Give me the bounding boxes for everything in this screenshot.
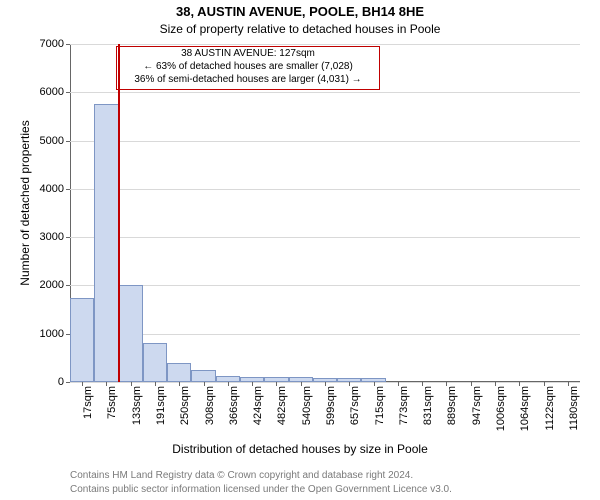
histogram-bar: [191, 370, 215, 382]
x-tick-label: 773sqm: [398, 382, 410, 425]
x-tick-label: 540sqm: [301, 382, 313, 425]
x-axis-label: Distribution of detached houses by size …: [0, 442, 600, 456]
x-tick-label: 1006sqm: [495, 382, 507, 431]
y-tick-label: 0: [58, 376, 70, 388]
property-marker-line: [118, 44, 120, 382]
annotation-line-3: 36% of semi-detached houses are larger (…: [117, 73, 379, 86]
gridline: [70, 141, 580, 142]
y-tick-label: 4000: [40, 183, 70, 195]
x-tick-label: 657sqm: [349, 382, 361, 425]
gridline: [70, 237, 580, 238]
y-tick-label: 5000: [40, 135, 70, 147]
x-tick-label: 1180sqm: [568, 382, 580, 430]
gridline: [70, 334, 580, 335]
y-tick-label: 1000: [40, 328, 70, 340]
x-tick-label: 133sqm: [131, 382, 143, 425]
x-tick-label: 482sqm: [276, 382, 288, 425]
footer-line-2: Contains public sector information licen…: [70, 484, 452, 495]
y-axis-label: Number of detached properties: [18, 93, 32, 313]
x-tick-label: 250sqm: [179, 382, 191, 425]
gridline: [70, 189, 580, 190]
histogram-chart: 38, AUSTIN AVENUE, POOLE, BH14 8HE Size …: [0, 0, 600, 500]
x-tick-label: 1122sqm: [544, 382, 556, 430]
plot-area: 0100020003000400050006000700017sqm75sqm1…: [70, 44, 580, 382]
histogram-bar: [167, 363, 191, 382]
gridline: [70, 44, 580, 45]
x-tick-label: 191sqm: [155, 382, 167, 425]
x-tick-label: 599sqm: [325, 382, 337, 425]
x-tick-label: 75sqm: [106, 382, 118, 419]
x-tick-label: 715sqm: [374, 382, 386, 425]
x-tick-label: 366sqm: [228, 382, 240, 425]
x-tick-label: 889sqm: [446, 382, 458, 425]
chart-title: 38, AUSTIN AVENUE, POOLE, BH14 8HE: [0, 4, 600, 19]
chart-subtitle: Size of property relative to detached ho…: [0, 22, 600, 36]
x-tick-label: 424sqm: [252, 382, 264, 425]
annotation-line-1: 38 AUSTIN AVENUE: 127sqm: [117, 47, 379, 60]
gridline: [70, 92, 580, 93]
histogram-bar: [94, 104, 118, 382]
annotation-line-2: ← 63% of detached houses are smaller (7,…: [117, 60, 379, 73]
y-tick-label: 7000: [40, 38, 70, 50]
footer-line-1: Contains HM Land Registry data © Crown c…: [70, 470, 413, 481]
histogram-bar: [119, 285, 143, 382]
y-tick-label: 6000: [40, 86, 70, 98]
x-tick-label: 308sqm: [204, 382, 216, 425]
x-tick-label: 831sqm: [422, 382, 434, 425]
histogram-bar: [143, 343, 167, 382]
x-tick-label: 947sqm: [471, 382, 483, 425]
annotation-box: 38 AUSTIN AVENUE: 127sqm ← 63% of detach…: [116, 46, 380, 90]
x-tick-label: 17sqm: [82, 382, 94, 419]
y-tick-label: 2000: [40, 279, 70, 291]
x-tick-label: 1064sqm: [519, 382, 531, 431]
y-tick-label: 3000: [40, 231, 70, 243]
gridline: [70, 285, 580, 286]
histogram-bar: [70, 298, 94, 383]
